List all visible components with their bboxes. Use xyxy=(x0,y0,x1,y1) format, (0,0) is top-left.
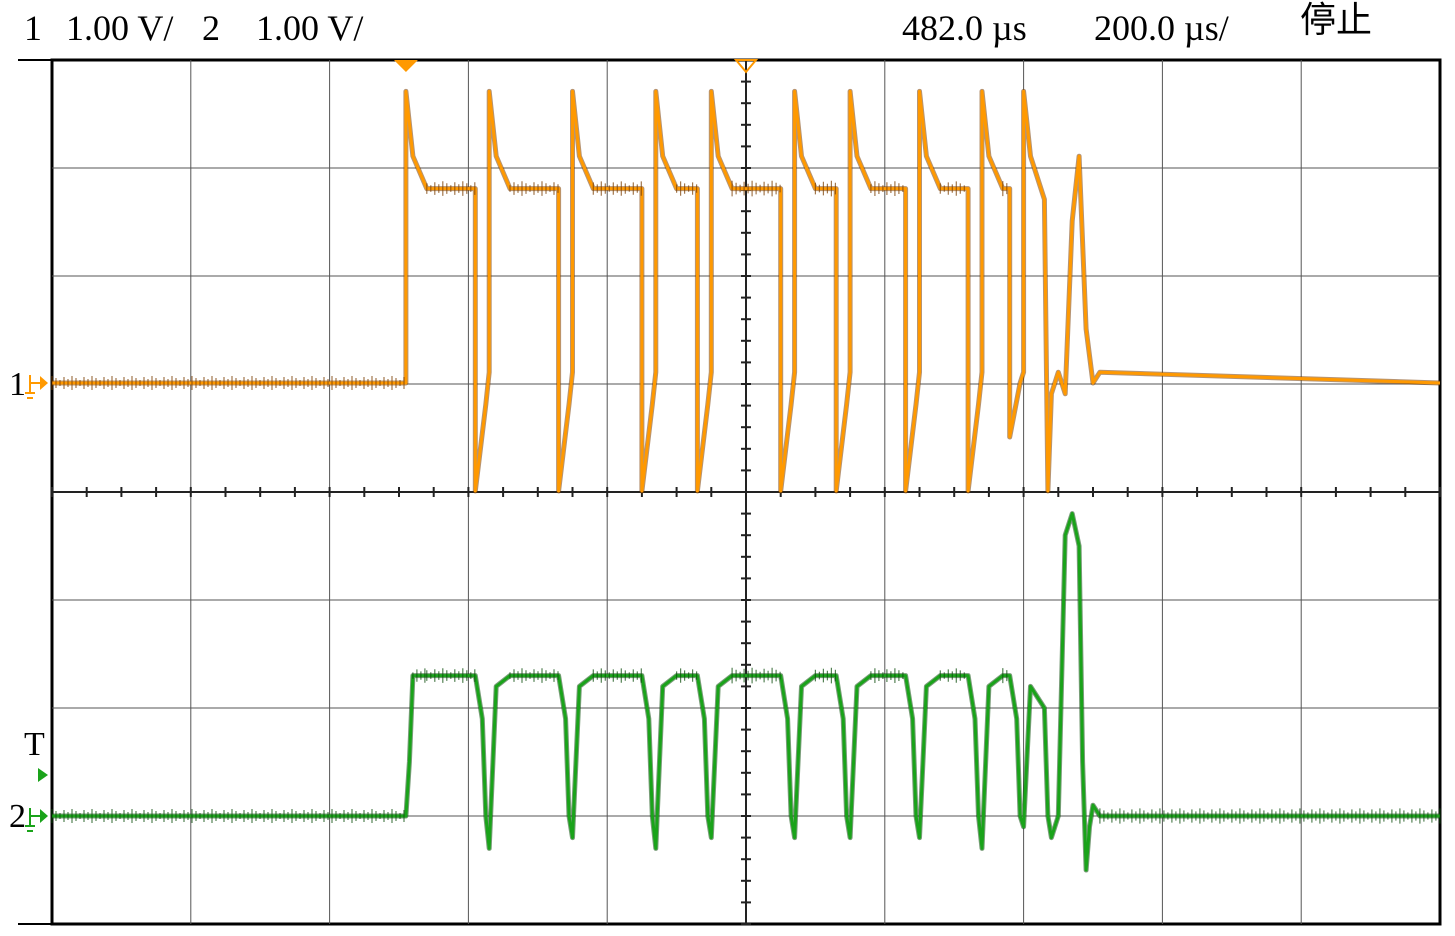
ch1-ground-marker-label: 1 xyxy=(9,366,26,403)
ch1-arrow-icon xyxy=(40,376,48,390)
timebase-readout: 200.0 µs/ xyxy=(1094,8,1229,48)
ch2-arrow-icon xyxy=(40,809,48,823)
traces xyxy=(51,88,1441,873)
run-state: 停止 xyxy=(1300,0,1373,40)
delay-reference-marker xyxy=(733,59,759,74)
ch1-trace xyxy=(52,89,1441,493)
trigger-level-arrow-icon xyxy=(38,768,48,782)
trigger-marker-label: T xyxy=(24,726,45,763)
channel-markers xyxy=(25,59,759,832)
delay-readout: 482.0 µs xyxy=(902,8,1027,48)
ch2-ground-marker-label: 2 xyxy=(9,798,26,835)
graticule xyxy=(18,58,1442,926)
ch2-scale: 1.00 V/ xyxy=(256,8,364,48)
ch2-label: 2 xyxy=(202,8,220,48)
ch1-label: 1 xyxy=(24,8,42,48)
trigger-position-marker xyxy=(393,60,418,72)
ch1-trace-noise xyxy=(51,180,1008,390)
ground-icon xyxy=(25,808,44,832)
ch1-scale: 1.00 V/ xyxy=(66,8,174,48)
ch2-trace xyxy=(52,512,1440,872)
ch2-trace-noise xyxy=(51,667,1441,824)
ground-icon xyxy=(25,375,44,399)
